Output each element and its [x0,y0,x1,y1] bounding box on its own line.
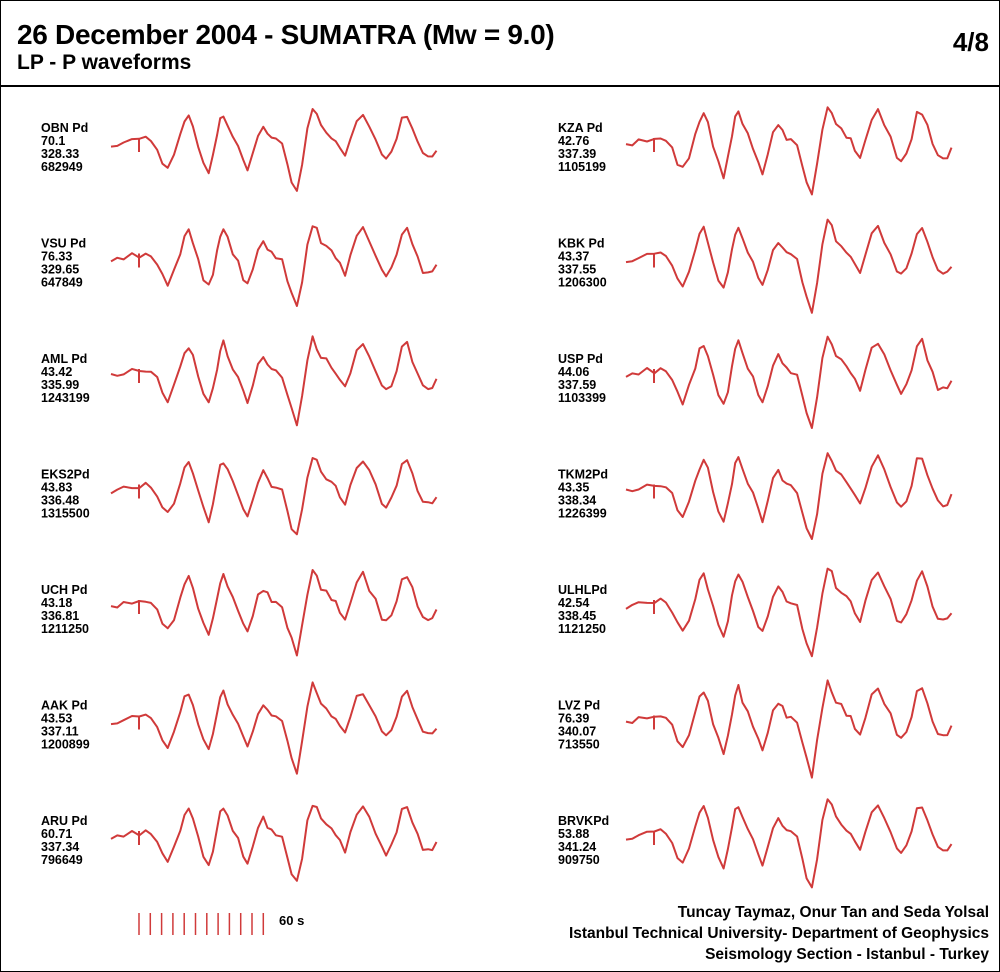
station-amplitude: 1200899 [41,738,90,752]
page-number: 4/8 [952,27,989,57]
station-azimuth: 336.81 [41,609,79,623]
station-distance: 60.71 [41,827,72,841]
station-amplitude: 1206300 [558,276,607,290]
header: 26 December 2004 - SUMATRA (Mw = 9.0) LP… [1,1,999,87]
station-distance: 70.1 [41,134,65,148]
station-name: LVZ Pd [558,699,600,713]
waveform-trace [110,225,438,307]
figure-title: 26 December 2004 - SUMATRA (Mw = 9.0) [17,19,555,50]
station-azimuth: 336.48 [41,494,79,508]
station-amplitude: 682949 [41,160,83,174]
station-name: ARU Pd [41,814,88,828]
station-amplitude: 1105199 [558,160,606,174]
station-name: TKM2Pd [558,468,608,482]
station-distance: 44.06 [558,365,589,379]
station-amplitude: 1226399 [558,507,607,521]
station-azimuth: 340.07 [558,725,596,739]
station-name: USP Pd [558,352,603,366]
station-azimuth: 338.45 [558,609,596,623]
credits: Tuncay Taymaz, Onur Tan and Seda Yolsal … [569,902,989,965]
station-azimuth: 341.24 [558,840,596,854]
waveform-trace [110,108,438,192]
credits-section: Seismology Section - Istanbul - Turkey [705,946,989,963]
credits-institution: Istanbul Technical University- Departmen… [568,925,989,942]
station-azimuth: 337.39 [558,147,596,161]
station-distance: 43.83 [41,481,72,495]
waveform-trace [110,457,438,536]
station-amplitude: 909750 [558,853,600,867]
waveform-trace [625,452,953,540]
station-name: VSU Pd [41,237,86,251]
station-distance: 76.33 [41,250,72,264]
waveform-trace [625,798,953,889]
station-name: KZA Pd [558,121,603,135]
waveform-trace [110,804,438,882]
station-amplitude: 647849 [41,276,83,290]
station-amplitude: 1315500 [41,507,90,521]
waveform-trace [625,679,953,779]
station-name: UCH Pd [41,583,88,597]
station-azimuth: 335.99 [41,378,79,392]
station-name: AML Pd [41,352,87,366]
station-name: EKS2Pd [41,468,90,482]
station-distance: 42.76 [558,134,589,148]
waveform-trace [625,218,953,314]
figure-subtitle: LP - P waveforms [17,51,192,74]
scale-bar-label: 60 s [279,913,304,928]
station-amplitude: 1121250 [558,622,606,636]
credits-authors: Tuncay Taymaz, Onur Tan and Seda Yolsal [677,904,989,921]
station-distance: 42.54 [558,596,589,610]
station-azimuth: 337.55 [558,263,596,277]
station-distance: 43.35 [558,481,589,495]
station-azimuth: 337.11 [41,725,79,739]
station-name: KBK Pd [558,237,605,251]
station-distance: 43.18 [41,596,72,610]
waveform-trace [625,106,953,196]
waveform-trace [110,569,438,657]
station-distance: 53.88 [558,827,589,841]
station-amplitude: 796649 [41,853,83,867]
station-amplitude: 713550 [558,738,600,752]
station-distance: 43.42 [41,365,72,379]
station-name: AAK Pd [41,699,88,713]
station-name: BRVKPd [558,814,609,828]
station-azimuth: 329.65 [41,263,79,277]
waveform-trace [625,335,953,429]
station-distance: 76.39 [558,712,589,726]
station-name: OBN Pd [41,121,88,135]
time-scale-bar: 60 s [138,913,304,935]
station-azimuth: 338.34 [558,494,596,508]
station-distance: 43.37 [558,250,589,264]
waveform-trace [625,567,953,658]
waveform-trace [110,335,438,427]
station-azimuth: 328.33 [41,147,79,161]
waveform-trace [110,681,438,775]
station-azimuth: 337.59 [558,378,596,392]
station-distance: 43.53 [41,712,72,726]
station-amplitude: 1243199 [41,391,90,405]
station-name: ULHLPd [558,583,607,597]
station-amplitude: 1103399 [558,391,606,405]
station-amplitude: 1211250 [41,622,89,636]
station-azimuth: 337.34 [41,840,79,854]
